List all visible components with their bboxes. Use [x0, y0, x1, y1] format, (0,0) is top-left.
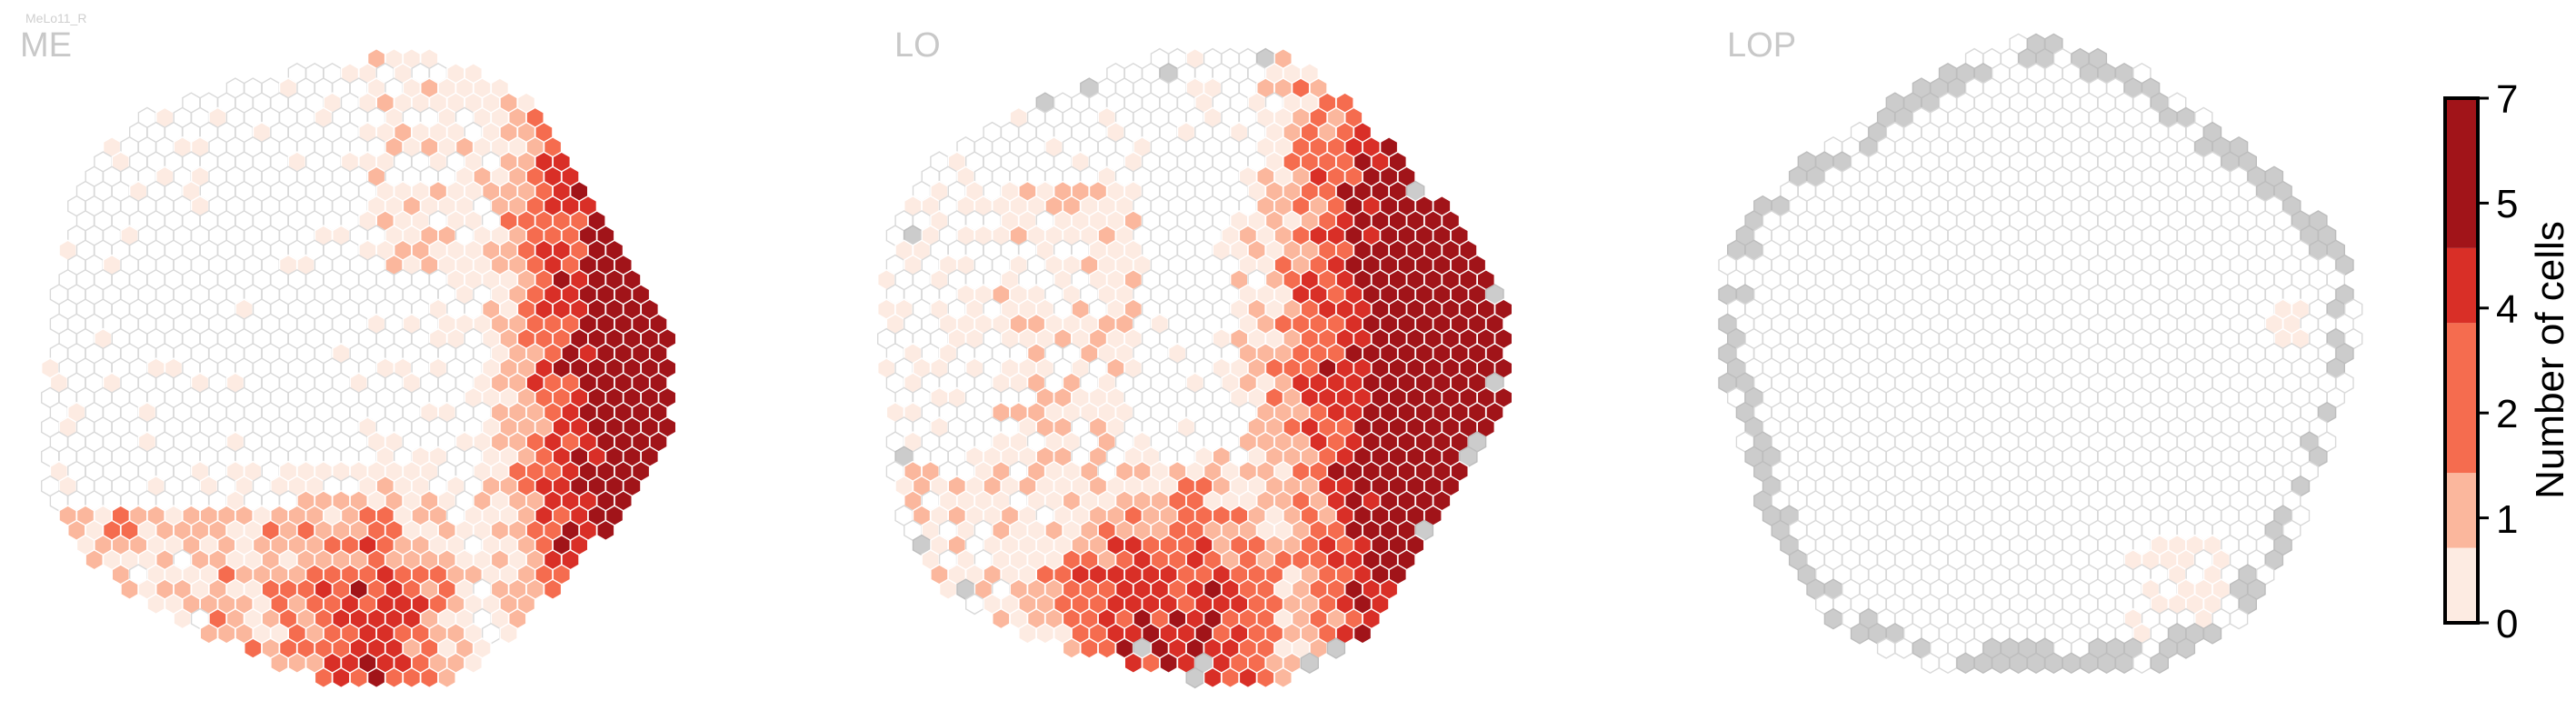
hex-cell	[366, 666, 386, 689]
hex-cell	[2150, 652, 2169, 675]
hex-cell	[2132, 652, 2152, 675]
hex-cell	[1300, 652, 1319, 675]
hex-cell	[199, 622, 218, 645]
hex-cell	[1123, 652, 1143, 675]
hex-cell	[217, 622, 236, 645]
hex-cell	[938, 578, 958, 601]
hex-cell	[2080, 652, 2099, 675]
panel-title-lop: LOP	[1727, 26, 1796, 65]
hex-cell	[965, 593, 984, 616]
hex-cell	[1850, 622, 1870, 645]
hex-cell	[1035, 622, 1054, 645]
panel-lop: LOP	[1718, 26, 2363, 675]
hex-cell	[1062, 637, 1082, 659]
hex-grid-lo	[877, 47, 1513, 689]
hex-cell	[384, 666, 404, 689]
hex-cell	[1894, 637, 1913, 659]
hex-cell	[1823, 607, 1843, 630]
colorbar-tick-label-5: 5	[2496, 182, 2518, 226]
hex-cell	[2009, 652, 2028, 675]
panel-lo: LO	[877, 26, 1513, 689]
hex-cell	[499, 622, 518, 645]
hex-grid-lop	[1718, 33, 2363, 675]
hex-cell	[1080, 637, 1099, 659]
colorbar-block	[2445, 547, 2478, 623]
hex-cell	[1221, 666, 1240, 689]
hex-cell	[596, 519, 615, 542]
hex-cell	[1973, 652, 1992, 675]
hex-cell	[1353, 622, 1373, 645]
hex-cell	[2229, 607, 2249, 630]
colorbar: 7 5 4 2 1 0 Number of cells	[2443, 77, 2572, 646]
hex-cell	[1185, 666, 1204, 689]
hex-cell	[1326, 637, 1346, 659]
hex-cell	[1256, 666, 1275, 689]
hex-cell	[244, 637, 263, 659]
colorbar-frame	[2443, 96, 2480, 625]
hex-cell	[2097, 652, 2116, 675]
hex-cell	[2044, 652, 2063, 675]
colorbar-tick-label-4: 4	[2496, 287, 2518, 332]
hex-cell	[1097, 637, 1116, 659]
hex-cell	[2062, 652, 2081, 675]
hex-cell	[1921, 652, 1940, 675]
hex-cell	[1956, 652, 1975, 675]
colorbar-block	[2445, 473, 2478, 548]
colorbar-tick-label-1: 1	[2496, 497, 2518, 542]
hex-cell	[992, 607, 1011, 630]
colorbar-label: Number of cells	[2528, 221, 2572, 499]
colorbar-tick-label-2: 2	[2496, 392, 2518, 436]
hex-cell	[1876, 637, 1896, 659]
hex-cell	[85, 548, 104, 571]
hex-cell	[1938, 652, 1958, 675]
hex-cell	[1159, 652, 1178, 675]
colorbar-block	[2445, 98, 2478, 248]
panel-me: ME	[20, 26, 677, 689]
hex-cell	[420, 666, 439, 689]
hex-cell	[437, 666, 456, 689]
hex-cell	[146, 593, 165, 616]
hex-cell	[120, 578, 139, 601]
hex-cell	[1142, 652, 1161, 675]
hex-cell	[464, 652, 483, 675]
hex-cell	[2176, 637, 2196, 659]
hex-cell	[332, 666, 351, 689]
hex-cell	[2114, 652, 2134, 675]
hex-cell	[1018, 622, 1037, 645]
colorbar-block	[2445, 247, 2478, 324]
hex-cell	[2202, 622, 2222, 645]
hex-grid-me	[41, 47, 677, 689]
hex-cell	[2026, 652, 2046, 675]
colorbar-ticks	[2478, 96, 2489, 625]
hex-cell	[543, 578, 563, 601]
panel-title-lo: LO	[894, 26, 941, 65]
colorbar-tick-labels: 7 5 4 2 1 0	[2496, 77, 2518, 646]
colorbar-tick-label-7: 7	[2496, 77, 2518, 122]
hex-cell	[173, 607, 192, 630]
figure-corner-label: MeLo11_R	[25, 11, 86, 25]
hex-cell	[402, 666, 422, 689]
hex-cell	[314, 666, 334, 689]
hex-cell	[1203, 666, 1223, 689]
hex-cell	[1238, 666, 1258, 689]
colorbar-tick-label-0: 0	[2496, 602, 2518, 646]
hex-cell	[1992, 652, 2011, 675]
colorbar-block	[2445, 323, 2478, 474]
panel-title-me: ME	[20, 26, 72, 65]
hex-cell	[270, 652, 289, 675]
hex-cell	[349, 666, 368, 689]
hex-cell	[287, 652, 306, 675]
hex-cell	[1273, 666, 1293, 689]
colorbar-blocks	[2445, 98, 2478, 623]
